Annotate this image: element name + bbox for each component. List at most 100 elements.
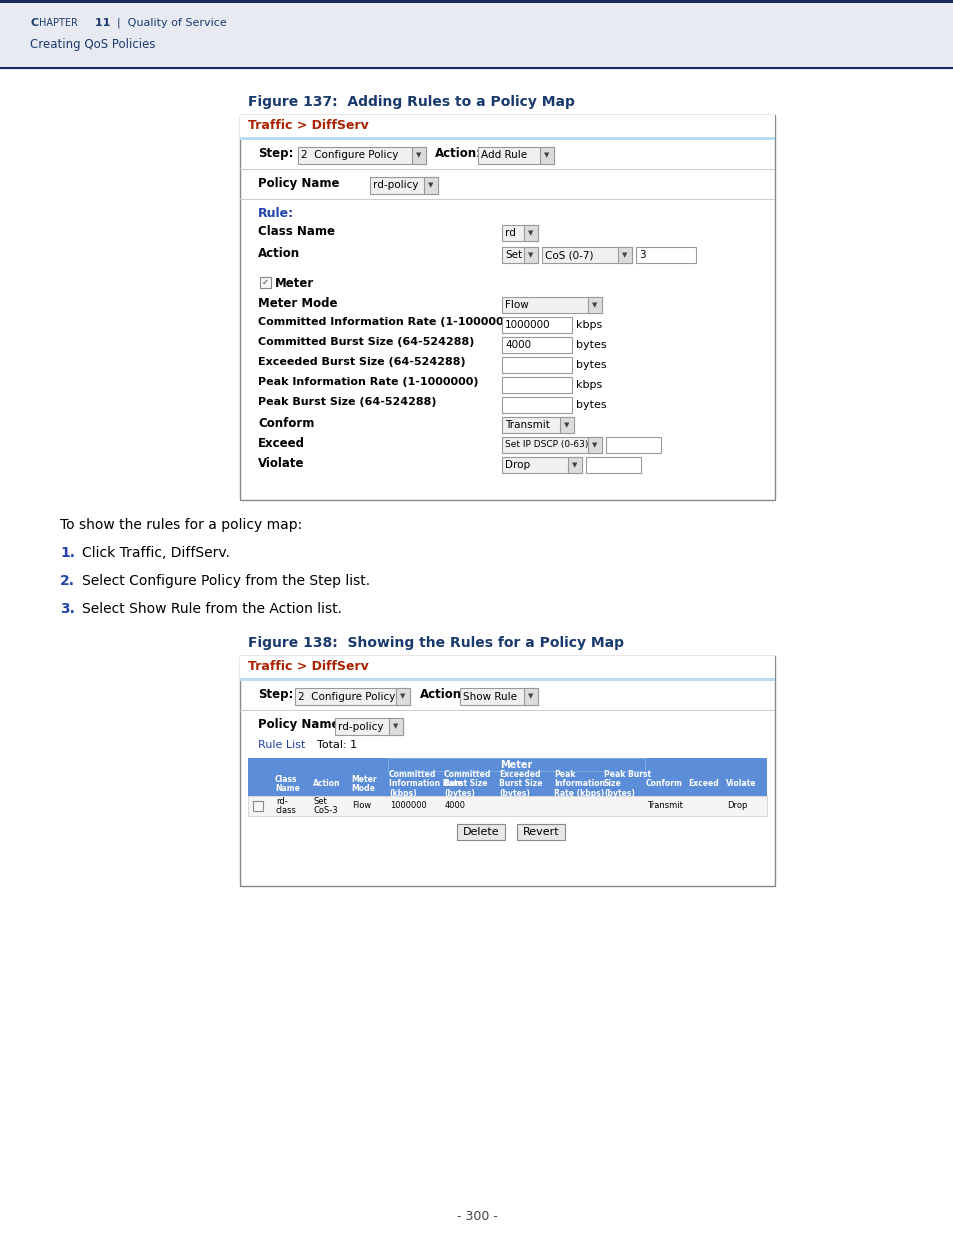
Text: ▼: ▼ bbox=[528, 694, 533, 699]
Text: rd-policy: rd-policy bbox=[373, 180, 418, 190]
Bar bbox=[501, 225, 537, 241]
Text: 4000: 4000 bbox=[504, 340, 531, 350]
Bar bbox=[501, 437, 601, 453]
Bar bbox=[523, 247, 537, 263]
Text: Class
Name: Class Name bbox=[274, 774, 299, 793]
Text: Rule List: Rule List bbox=[257, 740, 305, 750]
Bar bbox=[0, 2, 953, 70]
Text: Peak Burst
Size
(bytes): Peak Burst Size (bytes) bbox=[603, 769, 651, 798]
Text: 3: 3 bbox=[639, 249, 645, 261]
Text: Transmit: Transmit bbox=[504, 420, 549, 430]
Bar bbox=[412, 147, 426, 164]
Text: ▼: ▼ bbox=[416, 152, 421, 158]
Bar bbox=[240, 678, 774, 680]
Text: Transmit: Transmit bbox=[646, 802, 682, 810]
Bar bbox=[297, 147, 426, 164]
Text: Drop: Drop bbox=[726, 802, 746, 810]
Text: 4000: 4000 bbox=[444, 802, 465, 810]
Text: 2  Configure Policy: 2 Configure Policy bbox=[297, 692, 395, 701]
Text: kbps: kbps bbox=[576, 380, 601, 390]
Text: Peak Burst Size (64-524288): Peak Burst Size (64-524288) bbox=[257, 396, 436, 408]
Bar bbox=[253, 802, 263, 811]
Bar bbox=[459, 688, 537, 705]
Bar bbox=[523, 688, 537, 705]
Bar bbox=[248, 797, 766, 816]
Bar bbox=[559, 417, 574, 433]
Bar bbox=[501, 377, 572, 393]
Bar bbox=[240, 656, 774, 678]
Text: Set: Set bbox=[504, 249, 521, 261]
Text: 3.: 3. bbox=[60, 601, 74, 616]
Bar bbox=[294, 688, 410, 705]
Text: Policy Name: Policy Name bbox=[257, 718, 339, 731]
Text: bytes: bytes bbox=[576, 400, 606, 410]
Text: CoS (0-7): CoS (0-7) bbox=[544, 249, 593, 261]
Text: Traffic > DiffServ: Traffic > DiffServ bbox=[248, 119, 369, 132]
Bar bbox=[587, 437, 601, 453]
Bar bbox=[260, 277, 271, 288]
Bar bbox=[523, 225, 537, 241]
Bar bbox=[240, 115, 774, 500]
Text: ✓: ✓ bbox=[262, 278, 269, 287]
Text: 1000000: 1000000 bbox=[390, 802, 426, 810]
Text: Show Rule: Show Rule bbox=[462, 692, 517, 701]
Bar bbox=[248, 758, 766, 797]
Text: Revert: Revert bbox=[522, 827, 559, 837]
Bar bbox=[501, 457, 581, 473]
Text: Select Show Rule from the Action list.: Select Show Rule from the Action list. bbox=[82, 601, 341, 616]
Text: Add Rule: Add Rule bbox=[480, 151, 527, 161]
Text: Flow: Flow bbox=[504, 300, 528, 310]
Text: ▼: ▼ bbox=[572, 462, 578, 468]
Text: Exceed: Exceed bbox=[257, 437, 305, 450]
Text: Exceeded Burst Size (64-524288): Exceeded Burst Size (64-524288) bbox=[257, 357, 465, 367]
Text: ▼: ▼ bbox=[564, 422, 569, 429]
Text: Conform: Conform bbox=[645, 779, 682, 788]
Text: ▼: ▼ bbox=[528, 252, 533, 258]
Text: Figure 138:  Showing the Rules for a Policy Map: Figure 138: Showing the Rules for a Poli… bbox=[248, 636, 623, 650]
Text: rd-policy: rd-policy bbox=[337, 721, 383, 731]
Bar bbox=[501, 317, 572, 333]
Bar bbox=[240, 137, 774, 140]
Text: bytes: bytes bbox=[576, 340, 606, 350]
Text: Policy Name: Policy Name bbox=[257, 177, 339, 190]
Bar bbox=[501, 357, 572, 373]
Text: Exceed: Exceed bbox=[687, 779, 718, 788]
Bar bbox=[539, 147, 554, 164]
Text: ▼: ▼ bbox=[544, 152, 549, 158]
Bar bbox=[240, 115, 774, 137]
Text: Meter: Meter bbox=[274, 277, 314, 290]
Text: Class Name: Class Name bbox=[257, 225, 335, 238]
Text: Action:: Action: bbox=[419, 688, 467, 701]
Text: Traffic > DiffServ: Traffic > DiffServ bbox=[248, 659, 369, 673]
Bar bbox=[636, 247, 696, 263]
Text: Committed Burst Size (64-524288): Committed Burst Size (64-524288) bbox=[257, 337, 474, 347]
Text: Meter Mode: Meter Mode bbox=[257, 296, 337, 310]
Text: 1000000: 1000000 bbox=[504, 320, 550, 330]
Text: 2  Configure Policy: 2 Configure Policy bbox=[301, 151, 398, 161]
Text: Delete: Delete bbox=[463, 827, 499, 837]
Bar bbox=[423, 177, 437, 194]
Bar bbox=[395, 688, 410, 705]
Text: kbps: kbps bbox=[576, 320, 601, 330]
Text: Violate: Violate bbox=[725, 779, 756, 788]
Text: Committed Information Rate (1-1000000): Committed Information Rate (1-1000000) bbox=[257, 317, 516, 327]
Bar bbox=[477, 147, 554, 164]
Text: Rule:: Rule: bbox=[257, 207, 294, 220]
Text: Action: Action bbox=[313, 779, 340, 788]
Text: HAPTER: HAPTER bbox=[39, 19, 78, 28]
Bar bbox=[335, 718, 402, 735]
Bar bbox=[501, 417, 574, 433]
Text: - 300 -: - 300 - bbox=[456, 1210, 497, 1223]
Text: Figure 137:  Adding Rules to a Policy Map: Figure 137: Adding Rules to a Policy Map bbox=[248, 95, 575, 109]
Text: C: C bbox=[30, 19, 38, 28]
Bar bbox=[587, 296, 601, 312]
Text: Action:: Action: bbox=[435, 147, 481, 161]
Text: 11: 11 bbox=[91, 19, 111, 28]
Text: Exceeded
Burst Size
(bytes): Exceeded Burst Size (bytes) bbox=[498, 769, 542, 798]
Text: Step:: Step: bbox=[257, 688, 294, 701]
Text: Meter: Meter bbox=[499, 760, 532, 769]
Text: ▼: ▼ bbox=[400, 694, 405, 699]
Text: bytes: bytes bbox=[576, 359, 606, 370]
Bar bbox=[389, 718, 402, 735]
Bar bbox=[457, 824, 505, 840]
